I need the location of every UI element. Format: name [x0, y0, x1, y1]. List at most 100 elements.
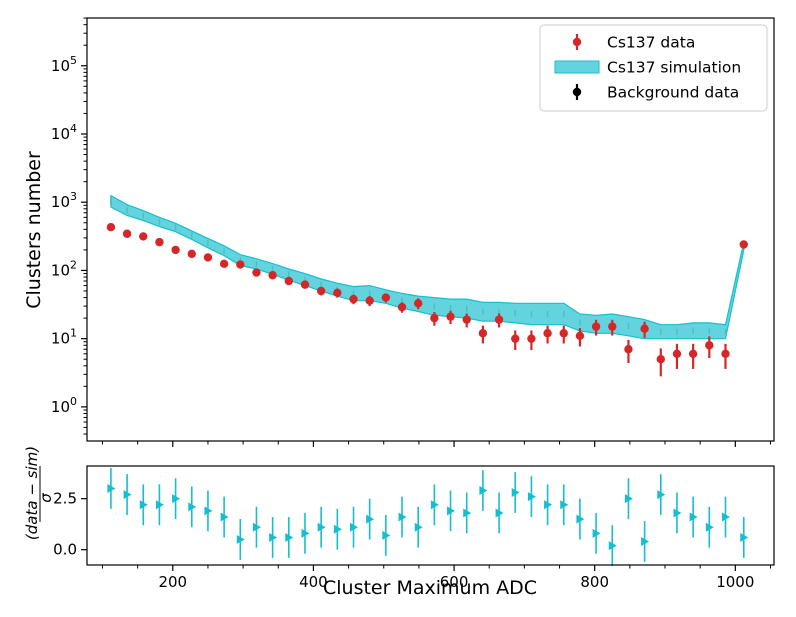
cs137-data-point — [543, 329, 552, 338]
main-y-tick-label: 102 — [51, 258, 77, 279]
cs137-data-point — [721, 349, 730, 358]
ratio-panel: 200 400 600 800 1000 0.0 2.5 (data − sim) σ Cl… — [23, 446, 775, 599]
ratio-y-axis-label-denominator: σ — [37, 493, 55, 503]
ratio-plot-frame — [86, 465, 775, 566]
cs137-data-point — [381, 293, 391, 302]
cs137-data-point — [575, 331, 585, 341]
cs137-data-point — [203, 253, 213, 262]
legend-marker-cs137-simulation — [554, 60, 600, 74]
ratio-point — [430, 500, 439, 510]
legend-marker-background-data — [572, 87, 582, 97]
cs137-data-point — [284, 276, 294, 286]
main-y-tick-label: 104 — [51, 122, 77, 143]
ratio-point — [188, 502, 197, 512]
cs137-data-point — [494, 315, 504, 324]
ratio-point — [608, 541, 617, 551]
ratio-point — [689, 512, 698, 522]
cs137-data-point — [122, 229, 132, 238]
ratio-point — [285, 532, 294, 542]
legend-label-cs137-data: Cs137 data — [607, 34, 695, 52]
ratio-point — [252, 522, 261, 532]
ratio-point — [705, 522, 714, 532]
cs137-data-point — [219, 259, 229, 269]
ratio-point — [317, 522, 326, 532]
simulation-band-layer — [110, 194, 745, 340]
ratio-point — [398, 512, 407, 522]
cs137-data-point — [462, 315, 471, 324]
x-axis-label: Cluster Maximum ADC — [323, 577, 537, 599]
ratio-point — [641, 537, 650, 547]
cs137-data-point — [624, 345, 633, 354]
ratio-point — [366, 514, 375, 524]
main-y-tick-label: 101 — [51, 327, 77, 348]
ratio-x-tick-label: 600 — [440, 573, 469, 591]
cs137-data-point — [608, 322, 617, 331]
cs137-data-layer — [106, 223, 748, 377]
ratio-point — [236, 534, 245, 544]
legend-marker-cs137-data — [572, 37, 582, 47]
main-panel: 100 101 102 103 104 105 Clusters number Cs137… — [23, 17, 775, 447]
ratio-point — [139, 500, 148, 510]
ratio-point — [220, 512, 229, 522]
cs137-data-point — [478, 329, 488, 338]
cs137-data-point — [413, 299, 423, 308]
legend-entry-cs137-data: Cs137 data — [572, 34, 695, 52]
legend-frame — [539, 24, 768, 112]
ratio-point — [511, 488, 520, 498]
ratio-y-axis-label-numerator: (data − sim) — [23, 446, 41, 540]
ratio-point — [123, 490, 132, 500]
main-y-tick-label: 103 — [51, 190, 77, 211]
ratio-point — [576, 514, 585, 524]
cs137-data-point — [672, 349, 682, 358]
cs137-data-point — [106, 223, 116, 232]
legend-label-background-data: Background data — [607, 84, 739, 102]
ratio-y-tick-label: 2.5 — [53, 490, 77, 508]
cs137-data-point — [300, 280, 310, 289]
ratio-point — [740, 532, 749, 542]
ratio-x-tick-label: 1000 — [716, 573, 754, 591]
ratio-point — [269, 532, 278, 542]
cs137-data-point — [333, 288, 342, 298]
cs137-data-point — [171, 245, 180, 255]
ratio-point — [463, 508, 472, 518]
ratio-point — [414, 522, 423, 532]
cs137-data-point — [640, 324, 649, 333]
simulation-band — [110, 194, 745, 340]
cs137-data-point — [446, 312, 455, 321]
ratio-x-tick-label: 800 — [580, 573, 609, 591]
ratio-point — [544, 500, 553, 510]
ratio-point — [560, 500, 569, 510]
ratio-y-axis-label: (data − sim) σ — [23, 446, 55, 540]
ratio-point — [301, 528, 310, 538]
ratio-point — [350, 522, 359, 532]
cs137-data-point — [430, 313, 439, 323]
cs137-data-point — [268, 271, 277, 280]
ratio-point — [382, 530, 391, 540]
cs137-data-point — [139, 232, 148, 241]
cs137-data-point — [688, 349, 698, 358]
ratio-point — [527, 492, 536, 502]
ratio-point — [479, 485, 488, 495]
legend-entry-background-data: Background data — [572, 84, 739, 102]
ratio-point — [721, 512, 730, 522]
ratio-points-layer — [107, 468, 749, 567]
ratio-point — [204, 506, 213, 516]
ratio-point — [673, 508, 682, 518]
main-ticks: 100 101 102 103 104 105 — [51, 17, 771, 447]
ratio-point — [333, 524, 342, 534]
ratio-point — [495, 508, 504, 518]
cs137-data-point — [252, 268, 261, 277]
cs137-data-point — [559, 329, 568, 338]
cs137-data-point — [155, 237, 164, 247]
cs137-data-point — [656, 354, 665, 364]
cs137-data-point — [705, 341, 714, 350]
ratio-point — [447, 506, 456, 516]
cs137-data-point — [316, 286, 326, 296]
main-y-tick-label: 105 — [51, 54, 77, 75]
legend-entry-cs137-simulation: Cs137 simulation — [554, 59, 741, 77]
ratio-point — [155, 500, 164, 510]
cs137-data-point — [236, 260, 245, 269]
cs137-data-point — [591, 322, 601, 331]
ratio-point — [592, 528, 601, 538]
